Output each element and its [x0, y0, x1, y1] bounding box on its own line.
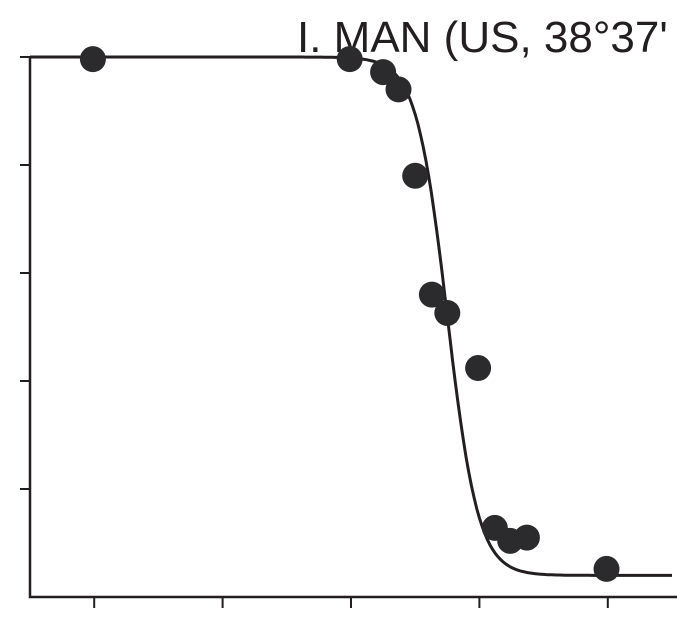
data-point	[593, 555, 620, 582]
data-point	[434, 299, 461, 326]
data-point	[385, 76, 412, 103]
data-point	[370, 59, 397, 86]
data-point	[513, 524, 540, 551]
axis-frame	[28, 57, 677, 599]
y-ticks	[20, 56, 30, 490]
fitted-curve	[30, 55, 672, 577]
data-points	[79, 46, 620, 582]
data-point	[465, 355, 492, 382]
data-point	[79, 46, 106, 73]
data-point	[336, 46, 363, 73]
data-point	[418, 281, 445, 308]
data-point	[402, 162, 429, 189]
x-ticks	[93, 597, 609, 608]
